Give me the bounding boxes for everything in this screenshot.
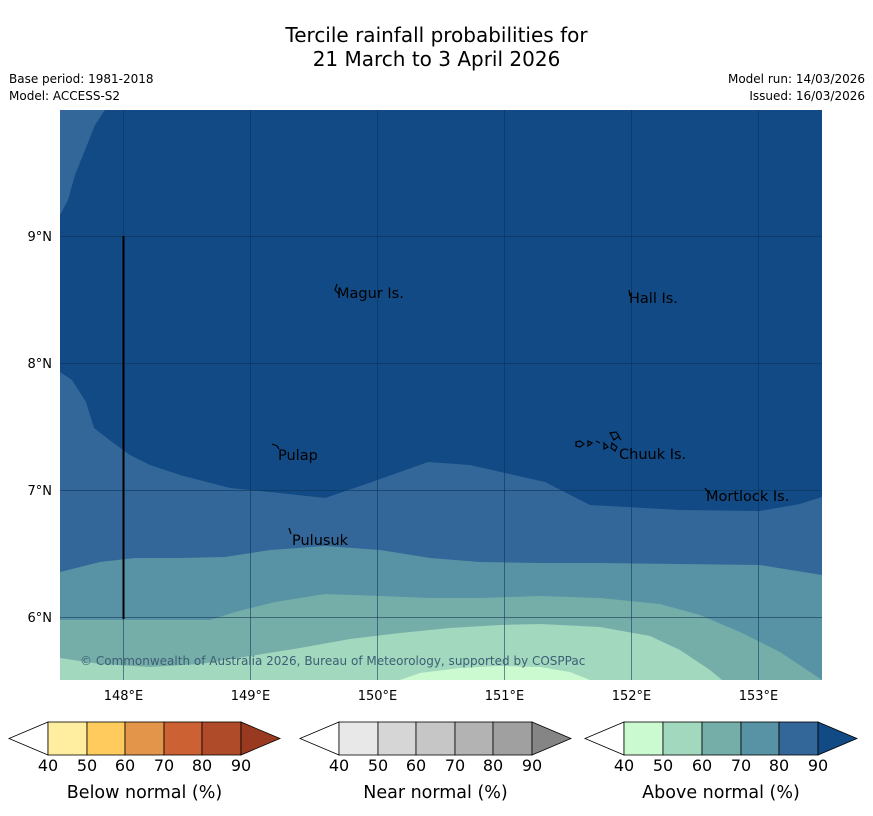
place-labels: Magur Is. Hall Is. Pulap Chuuk Is. Mortlock … (278, 286, 789, 549)
map-title-line1: Tercile rainfall probabilities for (285, 23, 588, 47)
lat-label: 7°N (28, 484, 53, 499)
pulusuk-island-outline (288, 527, 292, 535)
colorbar-tick: 50 (77, 756, 97, 775)
colorbar-swatch (240, 721, 282, 756)
place-label: Mortlock Is. (706, 489, 789, 505)
colorbar-swatch (415, 721, 456, 756)
colorbar-tick: 60 (692, 756, 712, 775)
colorbar-tick: 90 (231, 756, 251, 775)
probability-contours (60, 110, 822, 680)
colorbar-tick: 80 (483, 756, 503, 775)
lat-label: 6°N (28, 611, 53, 626)
place-label: Pulusuk (292, 533, 349, 549)
colorbar-swatch (778, 721, 819, 756)
colorbars: 40 50 60 70 80 90 Below normal (%) 40 50 60 70 80 90… (7, 721, 859, 803)
place-label: Pulap (278, 448, 318, 464)
place-label: Hall Is. (629, 291, 678, 307)
colorbar-swatch (338, 721, 379, 756)
latitude-labels: 9°N 8°N 7°N 6°N (28, 230, 53, 626)
model-label: Model: ACCESS-S2 (9, 89, 121, 103)
colorbar-tick: 40 (38, 756, 58, 775)
colorbar-tick: 70 (731, 756, 751, 775)
chuuk-islands-outline (575, 431, 622, 452)
colorbar-label: Below normal (%) (67, 783, 222, 803)
colorbar-swatch (86, 721, 126, 756)
colorbar-swatch (163, 721, 203, 756)
colorbar-tick: 80 (769, 756, 789, 775)
colorbar-2: 40 50 60 70 80 90 Near normal (%) (298, 721, 573, 803)
colorbar-swatch (7, 721, 49, 756)
lon-label: 150°E (358, 689, 398, 704)
lon-label: 153°E (739, 689, 779, 704)
colorbar-tick: 80 (192, 756, 212, 775)
colorbar-tick: 90 (522, 756, 542, 775)
map-title-line2: 21 March to 3 April 2026 (312, 47, 561, 71)
copyright-text: © Commonwealth of Australia 2026, Bureau… (80, 654, 585, 668)
model-run-label: Model run: 14/03/2026 (727, 72, 865, 86)
colorbar-swatch (47, 721, 88, 756)
pulap-island-outline (271, 443, 280, 450)
islands (271, 283, 709, 535)
colorbar-swatch (701, 721, 742, 756)
colorbar-label: Above normal (%) (642, 783, 800, 803)
colorbar-tick: 50 (368, 756, 388, 775)
colorbar-swatch (124, 721, 165, 756)
colorbar-1: 40 50 60 70 80 90 Below normal (%) (7, 721, 282, 803)
colorbar-tick: 40 (614, 756, 634, 775)
place-label: Magur Is. (337, 286, 404, 302)
lat-label: 8°N (28, 357, 53, 372)
colorbar-swatch (623, 721, 664, 756)
colorbar-swatch (531, 721, 573, 756)
meta-right: Model run: 14/03/2026 Issued: 16/03/2026 (728, 71, 865, 105)
colorbar-tick: 70 (154, 756, 174, 775)
contour-above-80-nw (60, 110, 105, 215)
lon-label: 148°E (104, 689, 144, 704)
contour-above-50 (60, 624, 722, 680)
place-label: Chuuk Is. (619, 447, 686, 463)
colorbar-swatch (740, 721, 780, 756)
colorbar-tick: 60 (406, 756, 426, 775)
contour-above-40 (400, 666, 590, 680)
colorbar-swatch (377, 721, 417, 756)
colorbar-swatch (454, 721, 494, 756)
colorbar-swatch (583, 721, 625, 756)
graticule (60, 110, 822, 680)
lon-label: 151°E (485, 689, 525, 704)
meta-left: Base period: 1981-2018 Model: ACCESS-S2 (9, 71, 154, 105)
colorbar-tick: 90 (808, 756, 828, 775)
lat-label: 9°N (28, 230, 53, 245)
lon-label: 149°E (231, 689, 271, 704)
colorbar-swatch (817, 721, 859, 756)
longitude-labels: 148°E 149°E 150°E 151°E 152°E 153°E (104, 689, 779, 704)
magur-island-outline (334, 283, 340, 295)
colorbar-tick: 60 (115, 756, 135, 775)
colorbar-tick: 40 (329, 756, 349, 775)
colorbar-3: 40 50 60 70 80 90 Above normal (%) (583, 721, 859, 803)
colorbar-tick: 70 (445, 756, 465, 775)
colorbar-swatch (298, 721, 340, 756)
base-period-label: Base period: 1981-2018 (9, 72, 154, 86)
mortlock-island-outline (704, 487, 709, 493)
hall-island-outline (628, 289, 631, 297)
colorbar-swatch (201, 721, 242, 756)
colorbar-swatch (492, 721, 533, 756)
issued-label: Issued: 16/03/2026 (749, 89, 865, 103)
colorbar-label: Near normal (%) (363, 783, 508, 803)
lon-label: 152°E (612, 689, 652, 704)
colorbar-swatch (662, 721, 703, 756)
colorbar-tick: 50 (653, 756, 673, 775)
